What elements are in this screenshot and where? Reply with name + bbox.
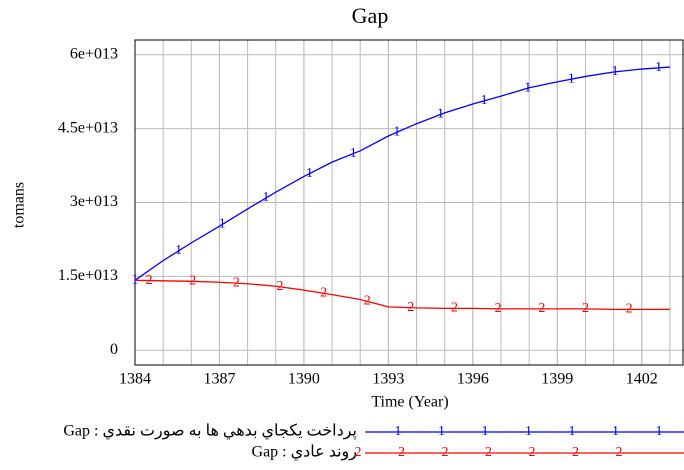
line-marker: 2	[495, 301, 502, 316]
y-tick-label: 1.5e+013	[58, 267, 118, 284]
line-marker: 2	[146, 273, 153, 288]
chart-title: Gap	[352, 3, 389, 28]
line-marker: 1	[612, 64, 619, 79]
x-tick-label: 1384	[119, 371, 151, 388]
line-marker: 2	[626, 302, 633, 317]
x-tick-label: 1390	[288, 371, 320, 388]
plot-frame	[134, 39, 684, 366]
y-tick-label: 4.5e+013	[58, 119, 118, 136]
legend-marker: 1	[525, 424, 532, 439]
line-marker: 1	[132, 273, 139, 288]
series-line	[134, 66, 670, 281]
line-marker: 2	[407, 300, 414, 315]
x-tick-label: 1396	[457, 371, 489, 388]
line-marker: 1	[481, 93, 488, 108]
y-tick-label: 3e+013	[70, 193, 118, 210]
x-axis-label: Time (Year)	[371, 394, 448, 411]
y-tick-label: 6e+013	[70, 45, 118, 62]
legend-marker: 1	[482, 424, 489, 439]
line-marker: 1	[655, 60, 662, 75]
line-marker: 1	[219, 217, 226, 232]
x-tick-label: 1399	[541, 371, 573, 388]
y-tick-label: 0	[110, 341, 118, 358]
legend-marker: 2	[529, 445, 536, 460]
legend-marker: 2	[616, 445, 623, 460]
line-marker: 1	[393, 125, 400, 140]
line-marker: 2	[538, 301, 545, 316]
line-marker: 1	[437, 107, 444, 122]
legend-label: Gap : روند عادي	[252, 444, 357, 461]
line-marker: 1	[306, 166, 313, 181]
legend-marker: 2	[355, 445, 362, 460]
line-marker: 2	[582, 301, 589, 316]
x-tick-label: 1402	[626, 371, 658, 388]
line-marker: 2	[320, 285, 327, 300]
legend-marker: 1	[612, 424, 619, 439]
line-marker: 2	[451, 301, 458, 316]
line-marker: 1	[175, 243, 182, 258]
y-axis-label: tomans	[11, 182, 28, 228]
line-marker: 1	[350, 146, 357, 161]
x-tick-label: 1393	[372, 371, 404, 388]
legend-label: Gap : پرداخت يكجاي بدهي ها به صورت نقدي	[63, 423, 357, 440]
line-marker: 1	[262, 190, 269, 205]
line-marker: 2	[276, 279, 283, 294]
line-marker: 2	[364, 294, 371, 309]
legend-marker: 2	[398, 445, 405, 460]
legend-marker: 1	[569, 424, 576, 439]
legend-marker: 1	[438, 424, 445, 439]
line-marker: 1	[568, 71, 575, 86]
line-marker: 2	[189, 274, 196, 289]
x-tick-label: 1387	[203, 371, 235, 388]
series-line	[134, 279, 670, 311]
legend-marker: 2	[442, 445, 449, 460]
legend-marker: 1	[395, 424, 402, 439]
legend-marker: 2	[485, 445, 492, 460]
line-marker: 2	[233, 275, 240, 290]
legend-marker: 1	[656, 424, 663, 439]
line-marker: 1	[524, 80, 531, 95]
legend-marker: 2	[572, 445, 579, 460]
